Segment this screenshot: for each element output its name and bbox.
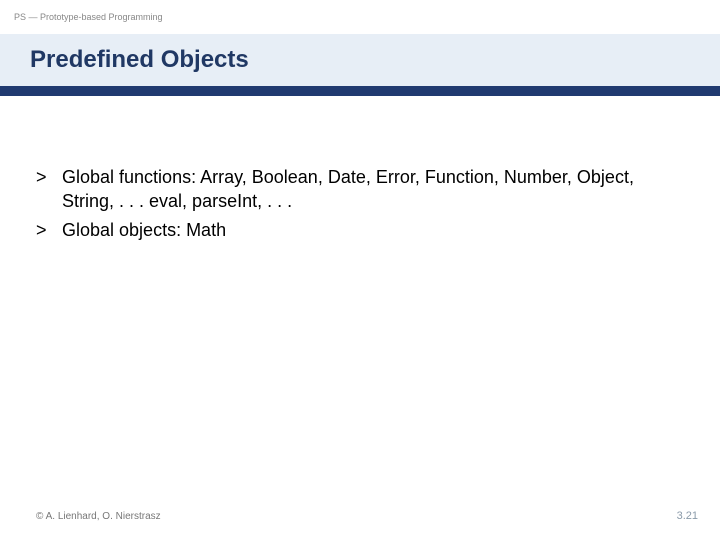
bullet-glyph: > (36, 218, 62, 242)
bullet-glyph: > (36, 165, 62, 214)
copyright-text: © A. Lienhard, O. Nierstrasz (36, 511, 161, 522)
list-item: > Global functions: Array, Boolean, Date… (36, 165, 690, 214)
body-content: > Global functions: Array, Boolean, Date… (36, 165, 690, 246)
list-item-text: Global objects: Math (62, 218, 690, 242)
list-item-text: Global functions: Array, Boolean, Date, … (62, 165, 690, 214)
page-number: 3.21 (677, 510, 698, 522)
list-item: > Global objects: Math (36, 218, 690, 242)
slide: PS — Prototype-based Programming Predefi… (0, 0, 720, 540)
title-band: Predefined Objects (0, 34, 720, 86)
course-label: PS — Prototype-based Programming (14, 12, 163, 22)
slide-title: Predefined Objects (30, 46, 249, 74)
title-underline (0, 86, 720, 96)
